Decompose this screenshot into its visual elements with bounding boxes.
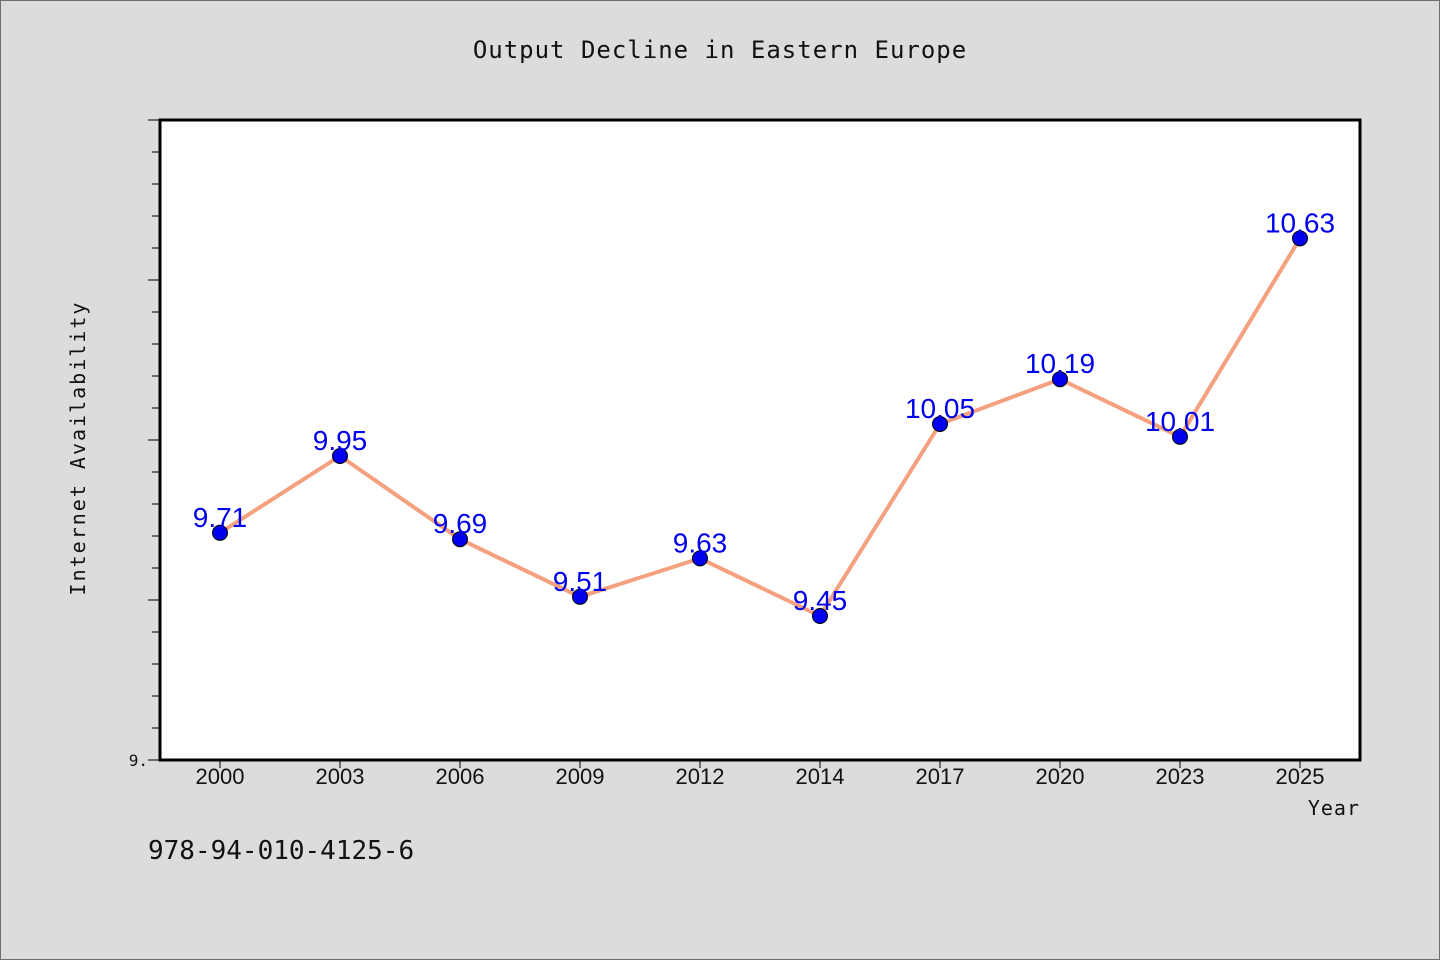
data-label: 9.51 [553,566,608,597]
data-label: 10.63 [1265,207,1335,238]
x-tick-label: 2009 [556,764,605,789]
data-point [1052,371,1068,388]
isbn-text: 978-94-010-4125-6 [148,836,415,866]
data-point [1172,428,1188,445]
data-label: 9.95 [313,425,368,456]
data-label: 10.05 [905,393,975,424]
x-tick-label: 2000 [196,764,245,789]
data-label: 9.63 [673,527,728,558]
x-tick-label: 2003 [316,764,365,789]
x-tick-label: 2014 [796,764,845,789]
data-label: 9.45 [793,585,848,616]
data-label: 10.01 [1145,406,1215,437]
data-point [932,416,948,432]
data-point [332,448,348,464]
data-point [212,524,228,541]
y-tick-label: 9. [129,751,148,770]
data-label: 10.19 [1025,348,1095,379]
data-point [812,608,828,624]
x-tick-label: 2017 [916,764,965,789]
data-point [1292,230,1308,247]
x-tick-label: 2023 [1156,764,1205,789]
x-tick-label: 2025 [1276,764,1325,789]
x-tick-label: 2012 [676,764,725,789]
x-tick-label: 2020 [1036,764,1085,789]
data-label: 9.71 [193,502,248,533]
x-tick-label: 2006 [436,764,485,789]
x-axis-label: Year [1307,796,1360,820]
data-point [692,550,708,567]
data-point [452,531,468,548]
plot-area [158,118,1362,762]
series-line [218,236,1302,618]
data-label: 9.69 [433,508,488,539]
data-point [572,588,588,605]
chart-title: Output Decline in Eastern Europe [472,36,968,64]
